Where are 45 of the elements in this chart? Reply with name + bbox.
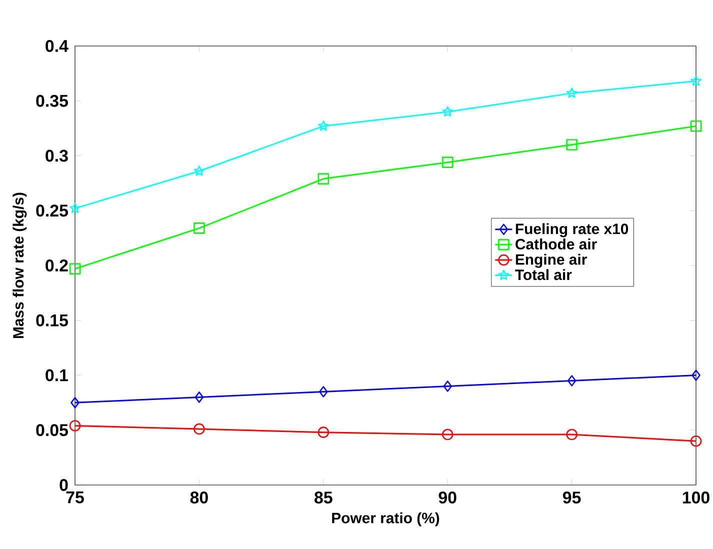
point: [318, 173, 330, 184]
point: [318, 426, 330, 438]
point: [319, 386, 328, 398]
point: [566, 428, 578, 440]
point: [442, 156, 454, 168]
x-tick-label: 85: [314, 492, 332, 504]
legend-label: Fueling rate x10: [516, 223, 628, 238]
x-tick-label: 80: [190, 492, 208, 504]
point: [690, 120, 702, 132]
x-tick-label: 95: [562, 492, 581, 504]
point: [70, 397, 80, 408]
point: [442, 428, 454, 440]
y-tick-label: 0.05: [36, 424, 68, 436]
y-tick-label: 0.3: [46, 150, 68, 162]
y-tick-label: 0: [60, 479, 68, 491]
point: [194, 392, 204, 403]
point: [690, 435, 702, 447]
y-tick-label: 0.4: [46, 40, 68, 52]
legend-label: Cathode air: [516, 238, 597, 250]
x-tick-label: 75: [66, 492, 84, 504]
y-tick-label: 0.1: [46, 369, 68, 382]
point: [194, 222, 205, 234]
point: [69, 420, 81, 432]
y-tick-label: 0.2: [46, 260, 68, 272]
point: [194, 165, 205, 176]
y-tick-label: 0.15: [36, 314, 68, 326]
point: [70, 202, 80, 214]
point: [566, 88, 578, 98]
legend-label: Total air: [515, 269, 572, 280]
point: [442, 106, 454, 117]
y-axis-title: Mass flow rate (kg/s): [12, 192, 27, 338]
x-tick-label: 90: [438, 492, 456, 504]
point: [443, 380, 452, 392]
point: [69, 263, 81, 274]
point: [567, 375, 576, 386]
point: [692, 370, 700, 381]
legend-label: Engine air: [516, 254, 587, 268]
point: [194, 423, 205, 435]
point: [318, 120, 329, 131]
x-axis-title: Power ratio (%): [332, 512, 440, 526]
point: [566, 139, 578, 150]
point: [690, 75, 702, 86]
x-tick-label: 100: [682, 492, 710, 504]
y-tick-label: 0.25: [36, 204, 68, 217]
y-tick-label: 0.35: [36, 94, 68, 107]
